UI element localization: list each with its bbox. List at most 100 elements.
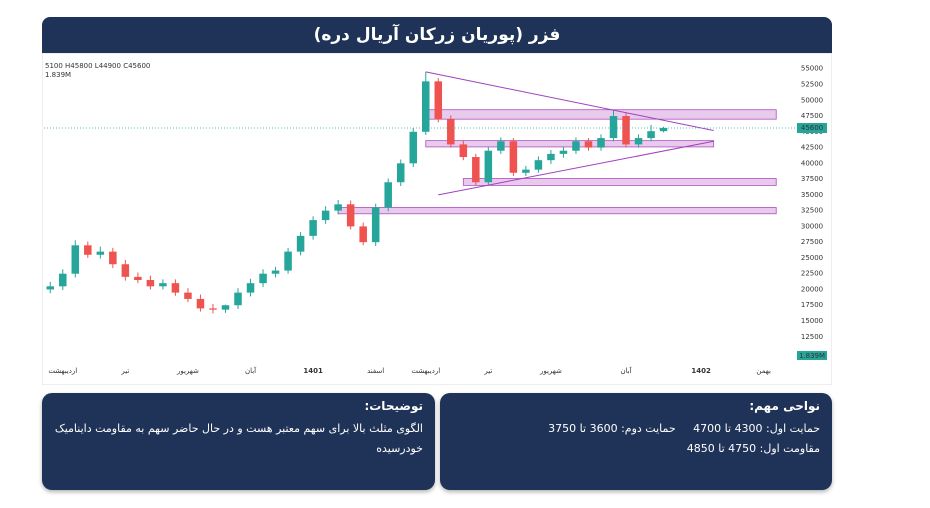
candle-body bbox=[171, 283, 180, 293]
candle-body bbox=[321, 210, 330, 221]
trendline bbox=[425, 71, 714, 132]
y-tick-label: 40000 bbox=[801, 159, 823, 167]
candle-body bbox=[234, 292, 242, 306]
candle-body bbox=[371, 207, 380, 243]
candle-body bbox=[159, 283, 167, 287]
candle-body bbox=[134, 276, 142, 281]
title-bar: فزر (پوریان زرکان آریال دره) bbox=[42, 17, 832, 53]
candle-body bbox=[196, 298, 205, 309]
candle-body bbox=[497, 141, 505, 151]
volume-label: 1.839M bbox=[799, 352, 825, 360]
y-tick-label: 30000 bbox=[801, 222, 823, 230]
zone bbox=[425, 140, 715, 148]
last-price-label: 45600 bbox=[801, 124, 823, 132]
y-tick-label: 15000 bbox=[801, 317, 823, 325]
candle-body bbox=[209, 308, 217, 310]
candle-body bbox=[634, 138, 643, 145]
candle-body bbox=[184, 292, 192, 299]
candle-body bbox=[609, 116, 618, 139]
y-tick-label: 20000 bbox=[801, 285, 823, 293]
y-tick-label: 50000 bbox=[801, 96, 823, 104]
x-tick-label: آبان bbox=[620, 366, 632, 375]
zone bbox=[337, 207, 777, 215]
candle-body bbox=[534, 160, 543, 170]
candle-body bbox=[284, 251, 292, 271]
candle-body bbox=[472, 157, 480, 183]
chart-title: فزر (پوریان زرکان آریال دره) bbox=[313, 25, 561, 45]
candle-body bbox=[447, 119, 455, 145]
y-tick-label: 17500 bbox=[801, 301, 823, 309]
candle-body bbox=[509, 141, 518, 173]
notes-text: الگوی مثلث بالا برای سهم معتبر هست و در … bbox=[54, 422, 423, 455]
x-tick-label: تیر bbox=[120, 367, 129, 375]
candle-body bbox=[459, 144, 468, 158]
notes-panel: توضیحات: الگوی مثلث بالا برای سهم معتبر … bbox=[42, 393, 435, 490]
volume-box bbox=[797, 351, 827, 360]
zone bbox=[462, 178, 777, 186]
level-item: حمایت اول: 4300 تا 4700 bbox=[693, 422, 820, 435]
candle-body bbox=[259, 273, 267, 284]
y-tick-label: 55000 bbox=[801, 65, 823, 73]
candle-body bbox=[384, 182, 392, 208]
chart: 5100 H45800 L44900 C45600 1.839M 12500 15… bbox=[42, 53, 832, 385]
candle-body bbox=[296, 235, 305, 252]
ohlc-text: 5100 H45800 L44900 C45600 bbox=[45, 62, 150, 70]
candle-body bbox=[84, 245, 92, 255]
candle-body bbox=[96, 251, 105, 255]
levels-title: نواحی مهم: bbox=[749, 399, 820, 413]
candle-body bbox=[547, 153, 555, 161]
x-tick-label: اردیبهشت bbox=[411, 367, 440, 375]
trendline bbox=[438, 140, 714, 196]
candle-body bbox=[522, 169, 530, 173]
candle-body bbox=[647, 131, 655, 139]
candle-body bbox=[271, 270, 280, 274]
x-tick-label: 1402 bbox=[691, 367, 711, 375]
candle-body bbox=[422, 81, 430, 132]
candle-body bbox=[409, 131, 417, 164]
candle-body bbox=[334, 204, 342, 211]
candle-body bbox=[109, 251, 117, 265]
level-item: حمایت دوم: 3600 تا 3750 bbox=[548, 422, 676, 435]
candle-body bbox=[584, 141, 593, 148]
candle-body bbox=[346, 204, 355, 227]
x-tick-label: تیر bbox=[483, 367, 492, 375]
candle-body bbox=[59, 273, 67, 287]
candle-body bbox=[434, 81, 443, 120]
y-tick-label: 47500 bbox=[801, 112, 823, 120]
x-tick-label: 1401 bbox=[303, 367, 323, 375]
candle-body bbox=[396, 163, 405, 183]
y-tick-label: 35000 bbox=[801, 191, 823, 199]
zone bbox=[425, 109, 777, 120]
candle-body bbox=[484, 150, 493, 183]
candle-body bbox=[622, 116, 630, 145]
y-tick-label: 42500 bbox=[801, 144, 823, 152]
candle-body bbox=[572, 141, 580, 151]
last-price-box bbox=[797, 123, 827, 134]
candle-body bbox=[121, 264, 130, 277]
y-tick-label: 27500 bbox=[801, 238, 823, 246]
candle-body bbox=[46, 286, 55, 290]
volume-text: 1.839M bbox=[45, 71, 71, 79]
candle-body bbox=[146, 280, 155, 287]
y-tick-label: 37500 bbox=[801, 175, 823, 183]
y-tick-label: 32500 bbox=[801, 207, 823, 215]
x-tick-label: اردیبهشت bbox=[48, 367, 77, 375]
x-tick-label: شهریور bbox=[176, 367, 199, 375]
x-tick-label: شهریور bbox=[539, 367, 562, 375]
y-tick-label: 22500 bbox=[801, 270, 823, 278]
candle-body bbox=[246, 283, 255, 293]
y-tick-label: 25000 bbox=[801, 254, 823, 262]
level-item: مقاومت اول: 4750 تا 4850 bbox=[686, 442, 820, 455]
y-tick-label: 12500 bbox=[801, 333, 823, 341]
notes-title: توضیحات: bbox=[364, 399, 423, 413]
y-tick-label: 52500 bbox=[801, 80, 823, 88]
levels-panel: نواحی مهم: حمایت اول: 4300 تا 4700 حمایت… bbox=[440, 393, 832, 490]
candle-body bbox=[359, 226, 367, 243]
candle-body bbox=[559, 150, 568, 154]
candle-body bbox=[659, 128, 668, 132]
x-tick-label: اسفند bbox=[367, 367, 384, 375]
candle-body bbox=[309, 220, 317, 236]
x-tick-label: آبان bbox=[245, 366, 257, 375]
candle-body bbox=[71, 245, 80, 274]
